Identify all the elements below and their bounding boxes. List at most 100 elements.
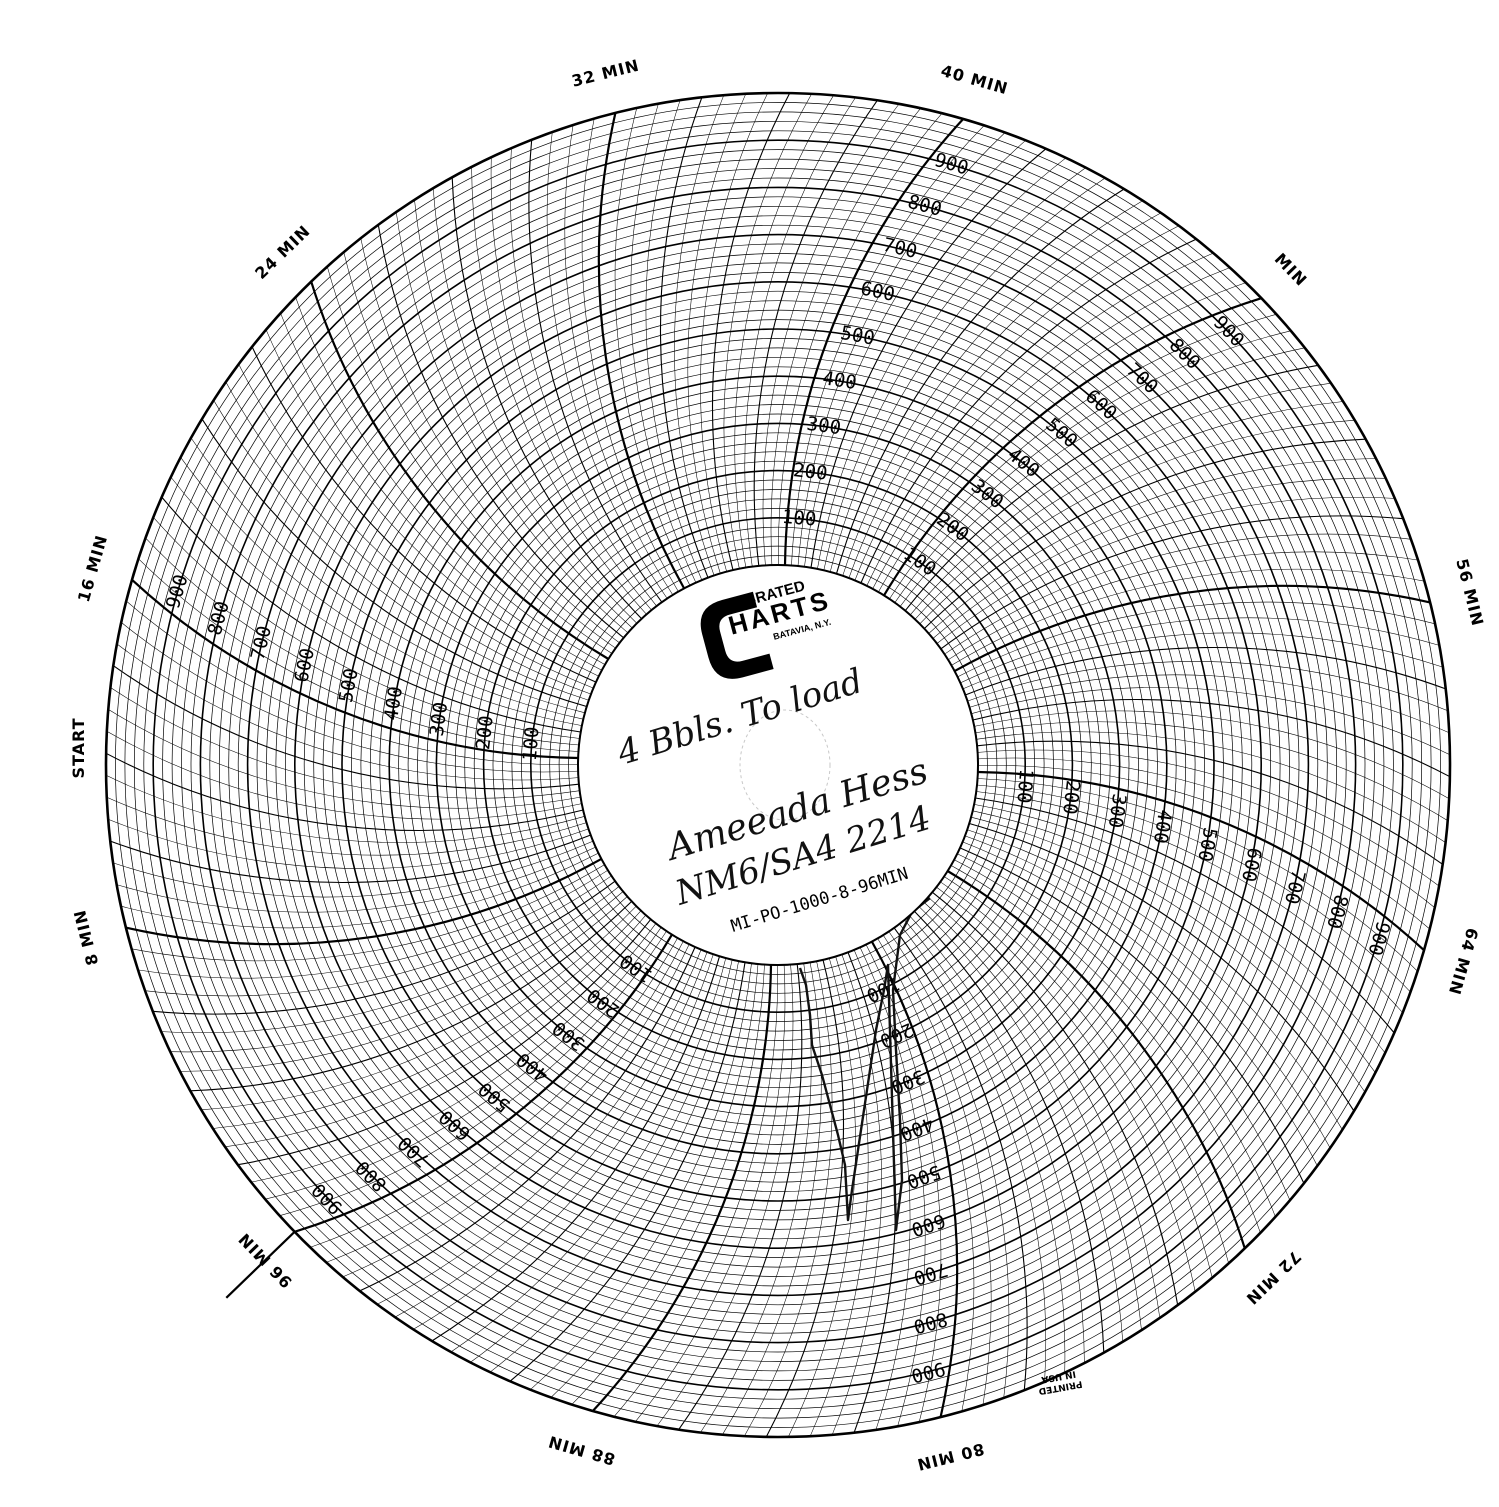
time-line [571,964,765,1405]
time-line [131,864,605,962]
time-line [723,93,812,569]
time-line [106,731,582,820]
scale-label: 900 [162,572,193,611]
value-ring [351,338,1205,1192]
time-line [201,905,637,1111]
time-line [960,617,1440,684]
time-line [765,959,844,1438]
time-line [113,665,579,790]
time-line [977,749,1440,887]
value-ring [124,111,1432,1419]
time-line [279,930,667,1216]
value-ring [293,280,1263,1250]
time-line [630,103,697,583]
center-hub [577,564,979,966]
value-ring [482,469,1074,1061]
time-line [106,796,587,856]
time-line [145,537,580,746]
time-line [923,901,1142,1331]
value-ring [492,479,1064,1051]
scale-label: 200 [472,714,498,751]
time-line [951,568,1425,666]
time-line [899,347,1305,607]
major-time-line [954,584,1431,673]
time-line [977,757,1435,908]
scale-label: 900 [909,1357,948,1387]
time-line [904,364,1319,612]
time-line [977,765,1430,930]
value-ring [313,300,1243,1230]
value-ring [181,168,1375,1362]
time-line [265,329,599,677]
time-line [893,927,1028,1391]
time-line [432,188,638,624]
time-line [962,841,1318,1167]
value-ring [332,319,1224,1211]
value-ring [162,149,1394,1381]
time-line [394,951,708,1318]
time-line [295,297,606,665]
time-line [414,199,633,629]
value-ring [143,130,1413,1400]
time-line [969,822,1355,1112]
value-ring [549,536,1007,994]
time-line [894,330,1291,603]
time-line [964,835,1331,1149]
time-line [656,964,794,1427]
time-line [877,938,975,1412]
value-ring [511,498,1045,1032]
time-line [395,211,629,634]
time-line [280,313,602,671]
time-line [965,646,1446,696]
time-label: 24 MIN [251,221,314,283]
value-ring [529,516,1026,1013]
value-ring [275,262,1281,1268]
scale-label: 400 [821,367,858,394]
time-line [977,740,1443,865]
time-line [377,224,625,639]
time-line [471,166,647,615]
time-line [509,148,657,607]
time-line [975,721,1448,821]
time-line [614,107,691,586]
start-pointer-line [225,1231,296,1299]
value-ring [285,272,1271,1258]
scale-label: 800 [204,599,234,638]
time-line [972,810,1376,1073]
time-line [936,886,1196,1292]
time-line [179,896,628,1072]
time-line [153,517,580,739]
time-line [831,954,882,1435]
time-line [866,252,1214,586]
time-line [889,314,1277,600]
value-ring [521,508,1035,1022]
scale-label: 600 [909,1209,948,1241]
center-hole [739,709,831,821]
value-ring [568,555,988,975]
value-ring [473,460,1083,1070]
time-label: 64 MIN [1445,926,1482,998]
time-line [310,937,678,1248]
major-time-line [597,112,686,589]
value-ring [558,545,998,985]
time-line [190,901,633,1092]
time-line [326,941,684,1263]
value-ring [426,413,1130,1117]
time-line [859,947,926,1427]
scale-label: 500 [839,322,877,350]
value-ring [360,347,1196,1183]
time-line [431,956,721,1342]
value-ring [209,196,1347,1334]
time-line [413,954,714,1330]
time-line [810,148,1047,568]
time-line [635,964,786,1422]
value-ring [417,404,1139,1126]
time-line [804,140,1026,567]
chart-grid [104,91,1452,1439]
time-line [967,661,1448,712]
time-line [967,829,1343,1130]
time-line [823,167,1086,571]
time-line [974,710,1450,799]
scale-label: 300 [426,701,452,738]
scale-label: 400 [1149,808,1176,845]
